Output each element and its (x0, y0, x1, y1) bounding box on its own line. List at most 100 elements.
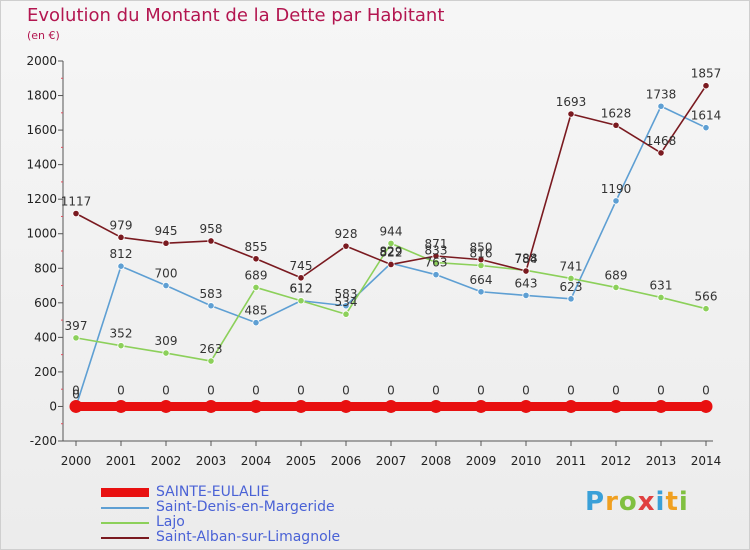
data-label: 0 (297, 383, 305, 397)
data-label: 745 (290, 259, 313, 273)
x-tick-label: 2008 (421, 454, 452, 468)
data-label: 816 (470, 247, 493, 261)
data-label: 763 (425, 256, 448, 270)
legend-item-saint-alban: Saint-Alban-sur-Limagnole (101, 530, 340, 545)
legend-swatch (101, 521, 149, 524)
data-label: 958 (200, 222, 223, 236)
data-label: 689 (605, 268, 628, 282)
data-point (474, 399, 488, 413)
data-point (657, 293, 665, 302)
data-point (657, 102, 665, 110)
data-label: 0 (477, 383, 485, 397)
y-tick-label: 2000 (26, 54, 57, 68)
data-label: 612 (290, 282, 313, 296)
x-tick-label: 2000 (61, 454, 92, 468)
x-tick-label: 2002 (151, 454, 182, 468)
data-label: 788 (515, 251, 538, 265)
data-point (249, 399, 263, 413)
data-label: 0 (162, 383, 170, 397)
data-label: 0 (567, 383, 575, 397)
data-point (72, 334, 80, 342)
y-tick-label: 400 (34, 330, 57, 344)
data-label: 485 (245, 304, 268, 318)
legend-label: Saint-Denis-en-Margeride (156, 499, 335, 515)
chart-title: Evolution du Montant de la Dette par Hab… (27, 5, 445, 26)
data-label: 631 (650, 278, 673, 292)
data-label: 812 (110, 247, 133, 261)
data-point (702, 305, 710, 313)
data-point (699, 399, 713, 413)
y-tick-label: 1600 (26, 123, 57, 137)
y-tick-label: 0 (49, 399, 57, 413)
legend-item-sainte-eulalie: SAINTE-EULALIE (101, 485, 340, 500)
data-point (114, 399, 128, 413)
data-label: 0 (342, 383, 350, 397)
data-label: 309 (155, 334, 178, 348)
data-point (117, 262, 125, 270)
data-point (567, 295, 575, 303)
data-label: 0 (612, 383, 620, 397)
data-point (207, 302, 215, 310)
data-label: 822 (380, 245, 403, 259)
data-label: 612 (290, 282, 313, 296)
data-label: 1693 (556, 95, 587, 109)
legend-item-saint-denis: Saint-Denis-en-Margeride (101, 500, 340, 515)
legend-swatch (101, 487, 149, 497)
data-point (612, 121, 620, 129)
data-point (117, 233, 125, 241)
data-point (612, 283, 620, 292)
data-label: 871 (425, 237, 448, 251)
data-label: 352 (110, 327, 133, 341)
data-label: 1628 (601, 106, 632, 120)
data-label: 979 (110, 218, 133, 232)
y-tick-label: 800 (34, 261, 57, 275)
data-label: 0 (72, 383, 80, 397)
data-label: 1117 (61, 195, 92, 209)
y-tick-label: 1400 (26, 158, 57, 172)
legend-label: Lajo (156, 514, 185, 530)
data-point (432, 271, 440, 279)
data-point (162, 239, 170, 247)
legend: SAINTE-EULALIE Saint-Denis-en-Margeride … (101, 485, 340, 545)
y-tick-label: 1000 (26, 227, 57, 241)
data-point (432, 252, 440, 260)
legend-label: SAINTE-EULALIE (156, 484, 270, 500)
data-point (207, 357, 215, 365)
data-label: 945 (155, 224, 178, 238)
data-point (162, 281, 170, 290)
data-label: 1190 (601, 182, 632, 196)
data-point (477, 288, 485, 296)
y-tick-label: 1200 (26, 192, 57, 206)
y-tick-label: -200 (30, 434, 57, 448)
data-label: 0 (252, 383, 260, 397)
x-tick-label: 2014 (691, 454, 722, 468)
data-label: 855 (245, 240, 268, 254)
data-point (387, 239, 395, 247)
data-label: 1857 (691, 67, 722, 81)
data-point (207, 237, 215, 245)
data-point (162, 349, 170, 357)
data-label: 623 (560, 280, 583, 294)
data-point (522, 267, 530, 275)
data-label: 0 (702, 383, 710, 397)
data-label: 263 (200, 342, 223, 356)
data-point (252, 319, 260, 327)
data-label: 0 (387, 383, 395, 397)
y-tick-label: 1800 (26, 89, 57, 103)
y-tick-label: 200 (34, 365, 57, 379)
y-tick-label: 600 (34, 296, 57, 310)
data-point (342, 302, 350, 310)
data-point (384, 399, 398, 413)
data-label: 944 (380, 224, 403, 238)
data-label: 1468 (646, 134, 677, 148)
data-point (567, 274, 575, 283)
data-point (159, 399, 173, 413)
data-label: 0 (117, 383, 125, 397)
data-point (204, 399, 218, 413)
data-label: 583 (335, 287, 358, 301)
data-point (294, 399, 308, 413)
data-label: 534 (335, 295, 358, 309)
x-tick-label: 2003 (196, 454, 227, 468)
data-point (519, 399, 533, 413)
